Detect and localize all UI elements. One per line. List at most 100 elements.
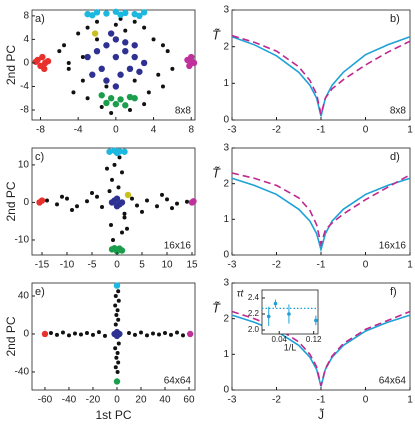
plot-area: [231, 34, 411, 117]
scatter-point: [114, 355, 119, 360]
size-label: 8x8: [175, 106, 192, 117]
scatter-point: [112, 100, 120, 108]
x-tick-label: -1: [317, 260, 326, 271]
y-tick-label: 1: [223, 78, 229, 89]
scatter-point: [38, 197, 46, 204]
size-label: 8x8: [390, 106, 407, 117]
scatter-point: [186, 330, 194, 338]
y-tick-label: -4: [20, 81, 29, 92]
plot-frame: [231, 147, 411, 256]
scatter-point: [132, 19, 137, 24]
scatter-point: [110, 177, 114, 182]
x-tick-label: -20: [86, 395, 101, 406]
scatter-point: [113, 378, 121, 385]
scatter-point: [136, 12, 143, 20]
plot-frame: [231, 9, 411, 121]
y-tick-label: 10: [18, 160, 30, 171]
scatter-point: [131, 95, 138, 102]
size-label: 16x16: [164, 241, 192, 252]
scatter-point: [65, 196, 69, 201]
y-tick-label: 3: [223, 5, 229, 16]
x-tick-label: 0: [363, 395, 369, 406]
x-tick-label: 1: [407, 125, 413, 136]
scatter-point: [75, 204, 79, 209]
scatter-point: [140, 59, 148, 67]
y-tick-label: 0: [223, 250, 229, 261]
scatter-point: [66, 66, 71, 71]
scatter-point: [62, 43, 67, 48]
scatter-point: [155, 204, 159, 209]
x-axis-label: 1/L: [284, 342, 297, 352]
scatter-point: [57, 49, 62, 54]
scatter-point: [142, 102, 147, 107]
x-tick-label: -5: [88, 260, 97, 271]
scatter-point: [78, 332, 83, 337]
data-point: [273, 301, 278, 306]
y-tick-label: 2.2: [248, 309, 260, 318]
y-tick-label: 2: [223, 41, 229, 52]
panel-label: d): [390, 151, 400, 163]
scatter-point: [125, 226, 129, 231]
x-tick-label: -3: [228, 260, 237, 271]
scatter-point: [85, 96, 90, 101]
panel-label: c): [35, 151, 44, 163]
x-tick-label: 5: [139, 260, 145, 271]
scatter-point: [84, 331, 89, 336]
curve: [231, 172, 411, 248]
x-tick-label: 1: [407, 395, 413, 406]
y-tick-label: 0: [23, 58, 29, 69]
scatter-point: [55, 202, 59, 207]
scatter-point: [135, 203, 139, 208]
x-tick-label: 60: [183, 395, 195, 406]
y-tick-label: 0: [23, 197, 29, 208]
scatter-point: [116, 245, 123, 252]
scatter-point: [106, 148, 113, 155]
scatter-point: [98, 65, 105, 73]
scatter-point: [104, 84, 109, 89]
scatter-point: [96, 330, 101, 335]
x-tick-label: 10: [161, 260, 173, 271]
scatter-point: [107, 30, 115, 37]
scatter-point: [117, 155, 122, 160]
plot-area: [262, 299, 318, 326]
scatter-point: [138, 330, 143, 335]
scatter-point: [144, 333, 149, 338]
y-tick-label: 2: [223, 313, 229, 324]
scatter-point: [116, 317, 121, 322]
scatter-point: [113, 22, 118, 27]
scatter-point: [41, 65, 48, 73]
data-point: [287, 312, 291, 316]
scatter-point: [112, 83, 120, 90]
y-tick-label: 3: [223, 143, 229, 154]
scatter-point: [109, 222, 113, 227]
scatter-point: [85, 25, 90, 30]
scatter-point: [122, 215, 127, 220]
plot-frame: [261, 289, 319, 335]
scatter-point: [72, 331, 77, 336]
scatter-point: [146, 90, 151, 95]
scatter-point: [190, 198, 197, 205]
scatter-point: [111, 237, 115, 242]
scatter-point: [132, 332, 137, 337]
scatter-point: [107, 95, 115, 102]
scatter-point: [117, 71, 124, 78]
scatter-point: [103, 42, 110, 49]
scatter-point: [90, 191, 94, 196]
scatter-point: [103, 99, 110, 107]
scatter-point: [156, 332, 161, 337]
scatter-point: [113, 346, 118, 351]
x-tick-label: 0: [114, 260, 120, 271]
y-tick-label: 40: [18, 291, 30, 302]
y-tick-label: 3: [223, 278, 229, 289]
x-tick-label: -2: [272, 260, 281, 271]
y-axis-label: 2nd PC: [4, 181, 18, 221]
x-tick-label: 0: [363, 125, 369, 136]
scatter-point: [165, 49, 170, 54]
panel-label: b): [390, 13, 400, 25]
scatter-point: [84, 53, 91, 61]
scatter-point: [93, 47, 101, 55]
scatter-point: [140, 9, 148, 16]
scatter-point: [122, 102, 129, 109]
scatter-point: [132, 78, 137, 83]
scatter-point: [113, 332, 121, 340]
